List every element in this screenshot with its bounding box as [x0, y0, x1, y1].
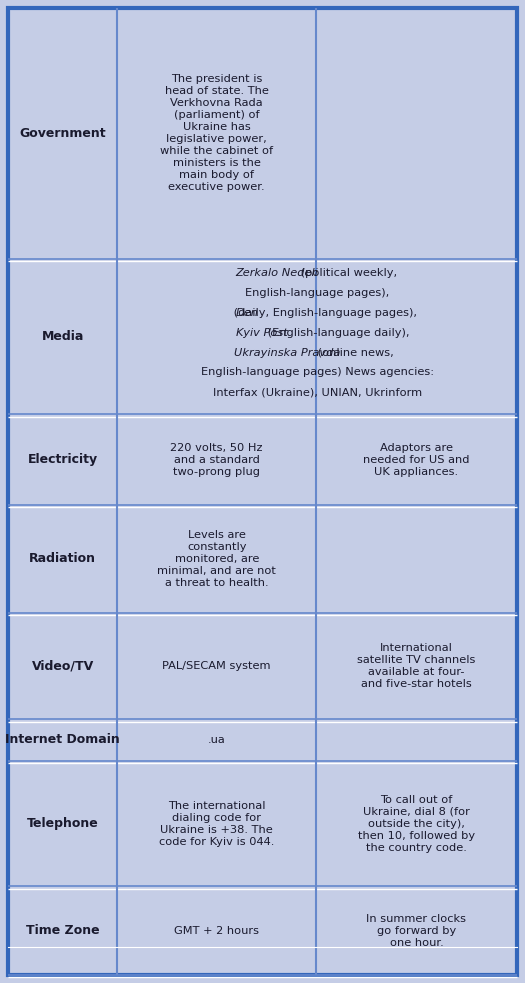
Text: English-language pages),: English-language pages),: [245, 288, 390, 298]
Text: Kyiv Post: Kyiv Post: [236, 327, 288, 337]
Text: Interfax (Ukraine), UNIAN, Ukrinform: Interfax (Ukraine), UNIAN, Ukrinform: [213, 387, 422, 397]
Text: Adaptors are
needed for US and
UK appliances.: Adaptors are needed for US and UK applia…: [363, 442, 470, 477]
Text: GMT + 2 hours: GMT + 2 hours: [174, 926, 259, 936]
Text: Time Zone: Time Zone: [26, 924, 100, 937]
Text: Internet Domain: Internet Domain: [5, 733, 120, 746]
Text: The international
dialing code for
Ukraine is +38. The
code for Kyiv is 044.: The international dialing code for Ukrai…: [159, 800, 275, 846]
Text: The president is
head of state. The
Verkhovna Rada
(parliament) of
Ukraine has
l: The president is head of state. The Verk…: [160, 75, 273, 193]
Text: In summer clocks
go forward by
one hour.: In summer clocks go forward by one hour.: [366, 914, 467, 948]
Text: (daily, English-language pages),: (daily, English-language pages),: [230, 308, 417, 318]
Text: International
satellite TV channels
available at four-
and five-star hotels: International satellite TV channels avai…: [358, 643, 476, 689]
Text: Electricity: Electricity: [28, 453, 98, 466]
Text: Media: Media: [41, 330, 84, 343]
Text: Radiation: Radiation: [29, 552, 96, 565]
Text: .ua: .ua: [208, 735, 226, 745]
Text: (English-language daily),: (English-language daily),: [264, 327, 409, 337]
Text: Den: Den: [235, 308, 258, 318]
Text: Levels are
constantly
monitored, are
minimal, and are not
a threat to health.: Levels are constantly monitored, are min…: [158, 530, 276, 588]
Text: 220 volts, 50 Hz
and a standard
two-prong plug: 220 volts, 50 Hz and a standard two-pron…: [171, 442, 263, 477]
Text: PAL/SECAM system: PAL/SECAM system: [162, 662, 271, 671]
Text: (political weekly,: (political weekly,: [297, 267, 397, 278]
Text: Video/TV: Video/TV: [32, 660, 94, 672]
Text: To call out of
Ukraine, dial 8 (for
outside the city),
then 10, followed by
the : To call out of Ukraine, dial 8 (for outs…: [358, 794, 475, 852]
Text: Government: Government: [19, 127, 106, 140]
Text: Ukrayinska Pravda: Ukrayinska Pravda: [234, 348, 341, 358]
Text: Telephone: Telephone: [27, 817, 99, 830]
Text: English-language pages) News agencies:: English-language pages) News agencies:: [201, 368, 434, 377]
Text: (online news,: (online news,: [313, 348, 393, 358]
Text: Zerkalo Nedeli: Zerkalo Nedeli: [235, 267, 318, 278]
